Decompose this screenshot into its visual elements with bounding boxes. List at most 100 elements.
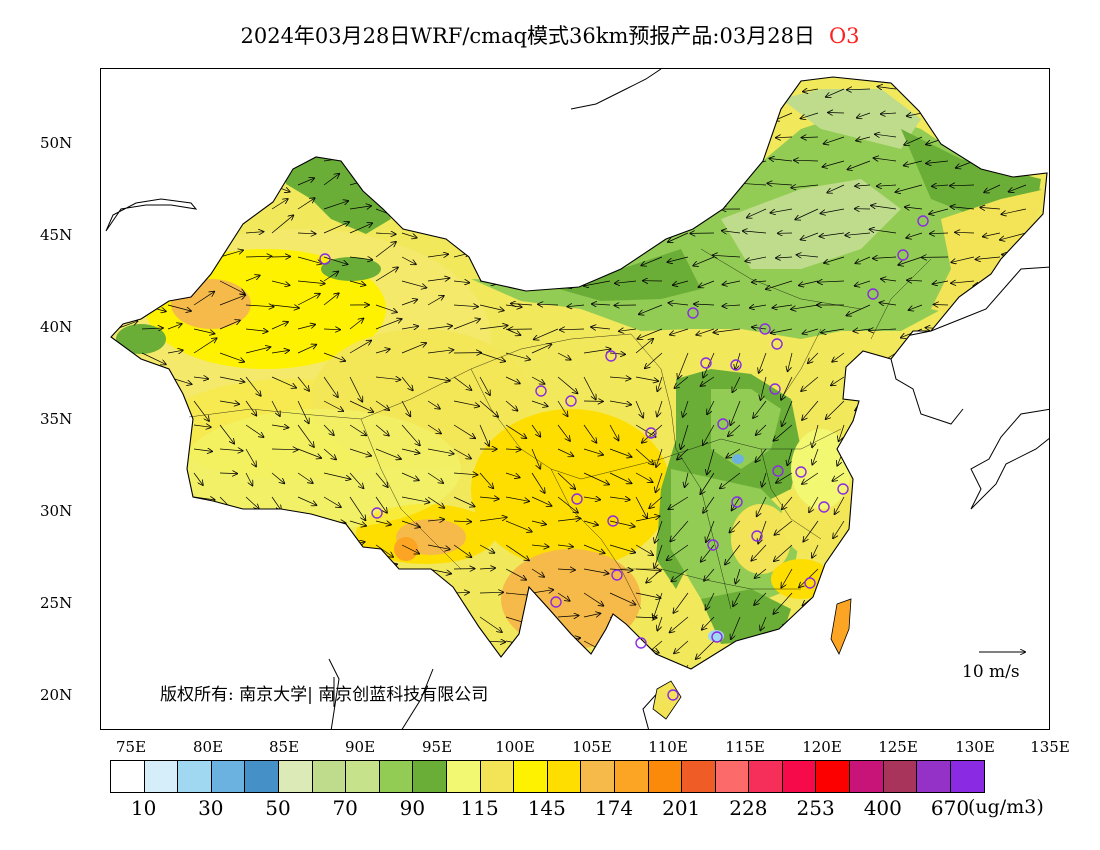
wind-arrow xyxy=(670,520,689,541)
wind-arrow xyxy=(635,544,653,555)
wind-arrow xyxy=(375,448,401,459)
wind-arrow xyxy=(532,710,546,713)
wind-arrow xyxy=(167,662,182,665)
wind-arrow xyxy=(956,305,975,308)
wind-arrow xyxy=(864,424,871,442)
legend-color-cell xyxy=(413,761,447,792)
wind-arrow xyxy=(453,88,469,96)
lon-label: 100E xyxy=(495,738,535,756)
wind-arrow xyxy=(427,591,448,593)
wind-arrow xyxy=(583,424,596,443)
wind-arrow xyxy=(193,566,219,570)
wind-arrow xyxy=(401,203,426,210)
wind-arrow xyxy=(323,256,347,264)
wind-arrow xyxy=(245,256,271,257)
wind-arrow xyxy=(375,424,389,436)
wind-arrow xyxy=(558,689,579,704)
wind-arrow xyxy=(115,664,137,665)
wind-arrow xyxy=(974,136,1001,144)
wind-arrow xyxy=(1015,568,1027,591)
wind-arrow xyxy=(349,160,364,167)
wind-arrow xyxy=(513,208,533,217)
wind-arrow xyxy=(558,713,582,728)
wind-arrow xyxy=(916,713,922,727)
wind-arrow xyxy=(610,713,634,725)
wind-arrow xyxy=(141,568,161,575)
wind-arrow xyxy=(812,448,819,465)
wind-arrow xyxy=(771,328,793,333)
wind-arrow xyxy=(376,713,402,718)
wind-arrow xyxy=(375,184,398,191)
wind-arrow xyxy=(193,472,203,485)
wind-arrow xyxy=(675,376,689,388)
wind-arrow xyxy=(167,86,189,90)
wind-arrow xyxy=(323,424,334,435)
wind-arrow xyxy=(323,472,350,479)
wind-arrow xyxy=(704,568,715,581)
wind-arrow xyxy=(1009,304,1027,312)
wind-arrow xyxy=(375,472,388,487)
wind-arrow xyxy=(1002,208,1027,214)
wind-arrow xyxy=(821,208,845,213)
wind-arrow xyxy=(782,689,792,708)
wind-arrow xyxy=(812,664,819,669)
wind-arrow xyxy=(654,544,663,568)
wind-arrow xyxy=(583,520,598,525)
wind-arrow xyxy=(863,520,871,533)
wind-arrow xyxy=(518,281,533,282)
wind-arrow xyxy=(505,223,519,234)
wind-arrow xyxy=(609,569,632,570)
wind-arrow xyxy=(1005,161,1027,164)
wind-arrow xyxy=(271,157,286,162)
city-marker xyxy=(751,530,763,542)
wind-arrow xyxy=(271,89,287,90)
wind-arrow xyxy=(874,158,897,161)
wind-arrow xyxy=(193,292,214,306)
wind-arrow xyxy=(453,208,471,213)
wind-arrow xyxy=(323,544,339,556)
wind-arrow xyxy=(984,328,1001,335)
wind-arrow xyxy=(531,640,553,645)
wind-arrow xyxy=(618,88,637,93)
wind-arrow xyxy=(702,616,715,630)
wind-arrow xyxy=(858,592,871,602)
wind-arrow xyxy=(401,520,420,527)
wind-arrow xyxy=(401,136,424,146)
wind-arrow xyxy=(271,496,281,510)
wind-arrow xyxy=(992,640,1001,660)
wind-arrow xyxy=(427,663,452,665)
wind-arrow xyxy=(877,185,897,186)
wind-arrow xyxy=(743,231,767,233)
wind-arrow xyxy=(903,352,923,372)
wind-arrow xyxy=(583,544,605,553)
wind-arrow xyxy=(193,257,211,261)
map-title: 2024年03月28日WRF/cmaq模式36km预报产品:03月28日 O3 xyxy=(0,20,1100,50)
wind-arrow xyxy=(781,568,793,588)
wind-arrow xyxy=(768,183,793,185)
wind-arrow xyxy=(873,496,897,511)
species-label: O3 xyxy=(828,24,860,48)
city-marker xyxy=(772,465,784,477)
wind-arrow xyxy=(728,664,741,669)
wind-arrow xyxy=(855,544,871,557)
wind-arrow xyxy=(245,156,267,162)
wind-arrow xyxy=(323,136,344,137)
wind-arrow xyxy=(934,305,949,306)
wind-arrow xyxy=(271,449,298,450)
wind-arrow xyxy=(504,137,533,140)
wind-arrow xyxy=(848,160,871,170)
city-marker xyxy=(769,383,781,395)
wind-arrow xyxy=(245,615,266,617)
wind-arrow xyxy=(880,303,897,305)
legend-label: 30 xyxy=(198,796,224,820)
wind-arrow xyxy=(782,400,793,426)
wind-arrow xyxy=(907,113,923,116)
wind-arrow xyxy=(545,232,559,239)
wind-arrow xyxy=(646,160,663,167)
wind-arrow xyxy=(665,184,689,189)
city-marker xyxy=(611,569,623,581)
wind-arrow xyxy=(167,112,192,123)
wind-arrow xyxy=(543,185,559,187)
wind-arrow xyxy=(297,472,313,483)
wind-arrow xyxy=(722,136,741,145)
